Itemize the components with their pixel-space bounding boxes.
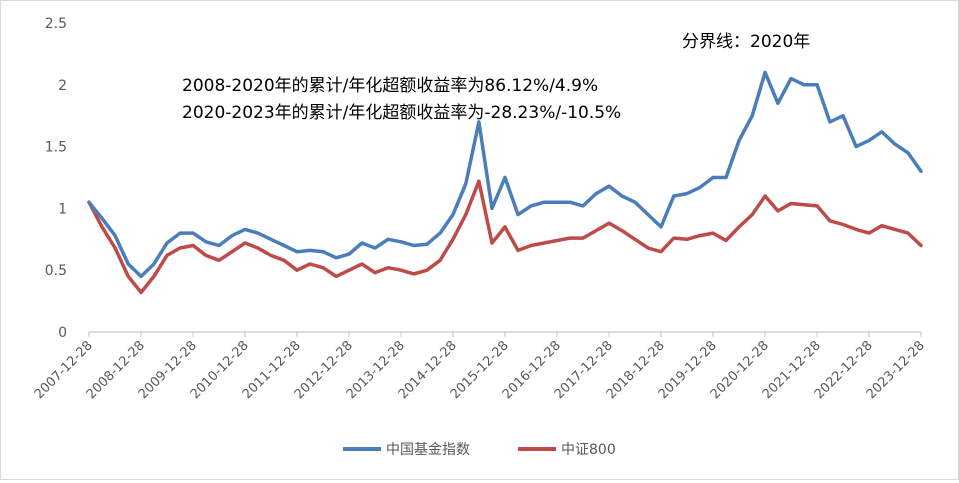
series-lines [87,70,923,295]
annotation-2020-2023: 2020-2023年的累计/年化超额收益率为-28.23%/-10.5% [182,103,621,123]
y-axis-labels: 0 0.5 1 1.5 2 2.5 [45,16,67,341]
legend-label-csi800: 中证800 [561,442,616,458]
y-tick-label: 2 [58,78,67,94]
annotation-2008-2020: 2008-2020年的累计/年化超额收益率为86.12%/4.9% [182,76,598,96]
y-tick-label: 1.5 [45,140,67,156]
y-tick-label: 0 [58,325,67,341]
x-axis-labels: 2007-12-282008-12-282009-12-282010-12-28… [32,338,928,402]
y-tick-label: 1 [58,201,67,217]
series-line-csi800 [87,179,923,295]
x-axis-ticks [88,332,922,337]
y-tick-label: 2.5 [45,16,67,32]
series-line-fund-index [87,70,923,279]
legend-label-fund-index: 中国基金指数 [386,441,470,458]
annotation-divider: 分界线：2020年 [682,32,810,52]
legend: 中国基金指数 中证800 [343,441,616,458]
y-tick-label: 0.5 [45,263,67,279]
